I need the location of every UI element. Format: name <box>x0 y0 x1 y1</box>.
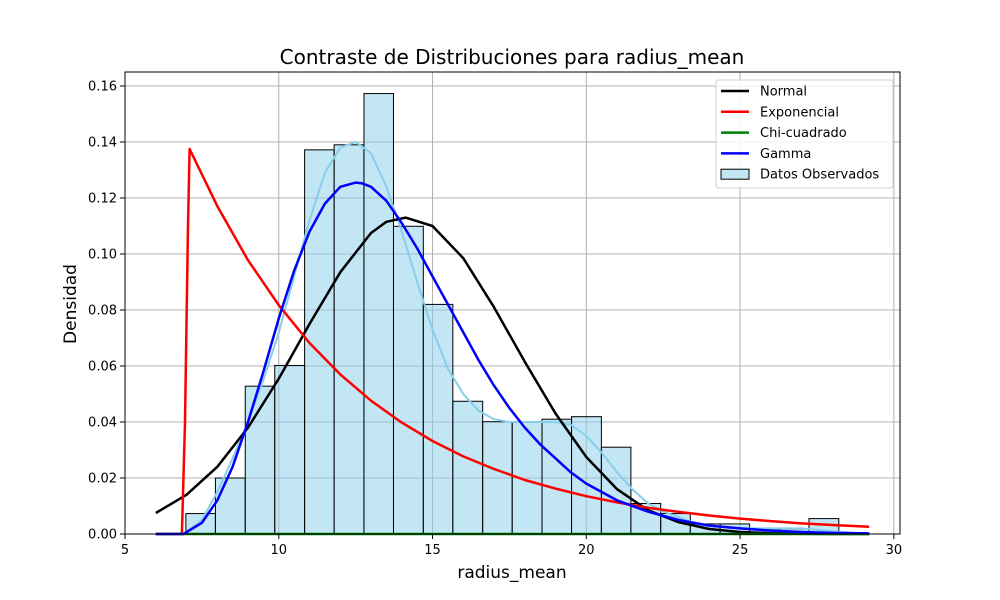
histogram-bar <box>422 303 454 535</box>
y-tick-label: 0.12 <box>88 192 117 207</box>
histogram-bars <box>185 93 840 535</box>
histogram-bar <box>363 93 394 535</box>
y-tick-label: 0.14 <box>88 136 117 151</box>
histogram-bar <box>452 400 484 535</box>
y-tick-label: 0.00 <box>88 528 117 543</box>
legend-label: Exponencial <box>760 105 839 120</box>
x-tick-label: 30 <box>886 543 903 558</box>
x-axis-title: radius_mean <box>457 563 566 583</box>
y-axis: 0.00 0.02 0.04 0.06 0.08 0.10 0.12 0.14 0.16 <box>88 80 125 543</box>
histogram-bar <box>541 418 573 535</box>
series-line-normal <box>155 216 870 536</box>
x-tick-label: 10 <box>270 543 287 558</box>
legend-box <box>715 79 894 189</box>
legend: Normal Exponencial Chi-cuadrado Gamma Datos … <box>715 79 894 189</box>
legend-label: Normal <box>760 85 807 100</box>
y-tick-label: 0.16 <box>88 80 117 95</box>
histogram-bar <box>392 225 424 535</box>
y-tick-label: 0.10 <box>88 248 117 263</box>
y-tick-label: 0.06 <box>88 360 117 375</box>
legend-swatch <box>720 168 750 180</box>
legend-label: Gamma <box>760 147 811 162</box>
legend-label: Datos Observados <box>760 168 879 183</box>
series-line-exponencial <box>155 147 870 536</box>
legend-label: Chi-cuadrado <box>760 126 847 141</box>
kde-line <box>182 141 870 535</box>
histogram-bar <box>482 421 513 535</box>
plot-frame <box>124 71 901 535</box>
y-axis-title: Densidad <box>61 264 81 344</box>
y-tick-label: 0.02 <box>88 472 117 487</box>
x-tick-label: 20 <box>578 543 595 558</box>
x-axis: 5 10 15 20 25 30 <box>121 534 902 558</box>
y-tick-label: 0.08 <box>88 304 117 319</box>
histogram-bar <box>274 364 306 535</box>
series-line-gamma <box>155 181 870 536</box>
x-tick-label: 5 <box>121 543 129 558</box>
x-tick-label: 25 <box>732 543 749 558</box>
chart-title: Contraste de Distribuciones para radius_… <box>280 45 745 69</box>
histogram-bar <box>333 144 365 535</box>
histogram-bar <box>600 446 632 535</box>
x-tick-label: 15 <box>424 543 441 558</box>
y-tick-label: 0.04 <box>88 416 117 431</box>
